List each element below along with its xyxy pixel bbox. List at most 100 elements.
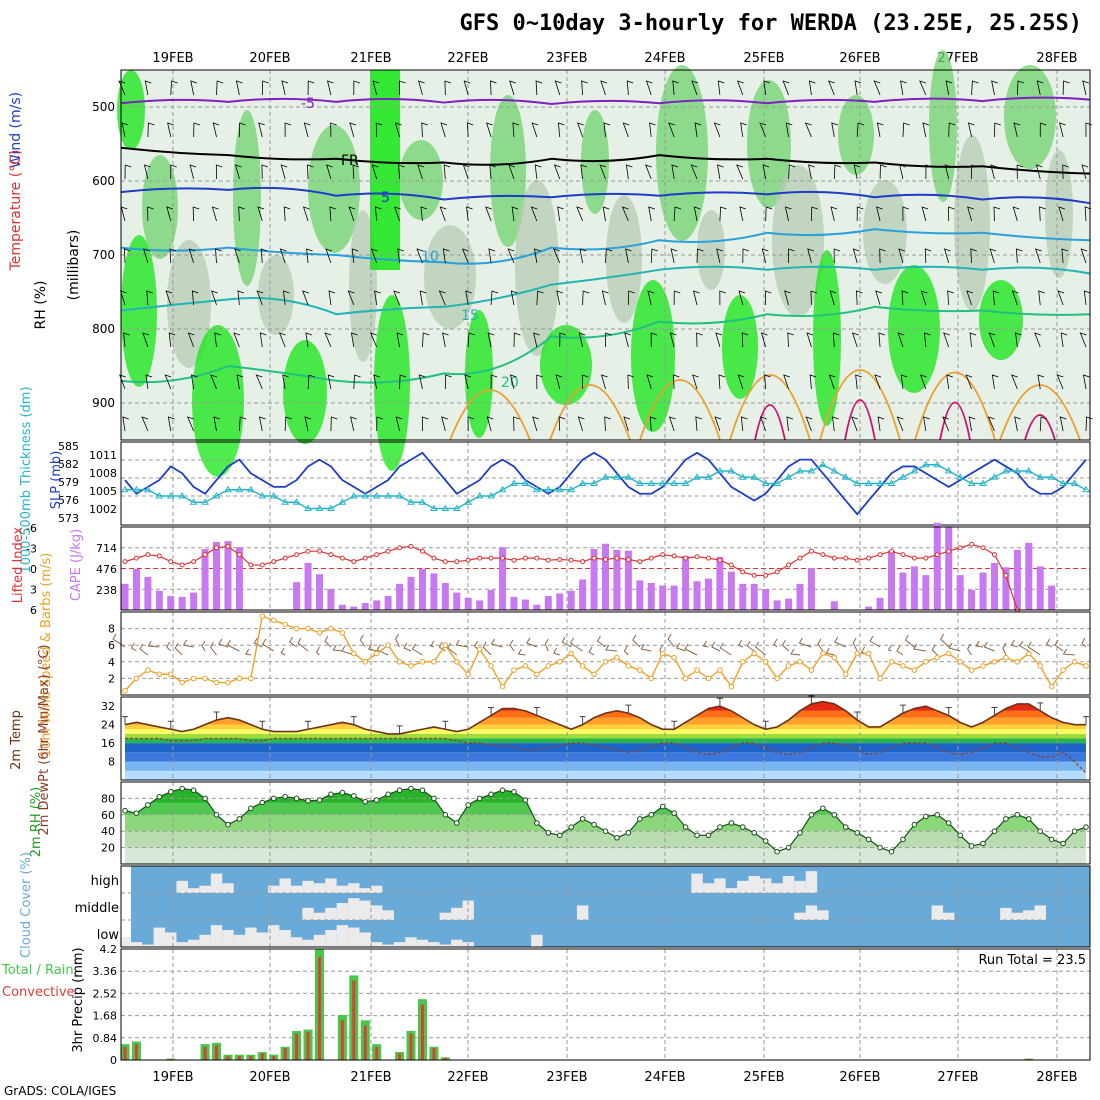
wind-barb <box>879 248 886 264</box>
wind-speed-point <box>911 667 918 673</box>
rh2m-point <box>568 824 574 830</box>
wind-barb <box>418 80 425 96</box>
rh2m-point <box>591 821 597 828</box>
wind-barb <box>444 374 452 390</box>
thickness-point <box>178 492 187 499</box>
thickness-point <box>613 473 621 480</box>
wind-barb <box>988 332 996 348</box>
wind-barb <box>142 332 150 348</box>
wind-barb <box>877 416 885 432</box>
wind-barb <box>350 416 357 432</box>
precip-conv-bar <box>409 1033 413 1060</box>
li-point <box>259 562 265 568</box>
top-date-28feb: 28FEB <box>1036 51 1077 66</box>
wind-barb <box>164 374 172 390</box>
cape-bar <box>888 550 896 610</box>
label-millibars: (millibars) <box>66 230 82 301</box>
li-point <box>156 553 162 559</box>
wind-barb <box>787 332 794 348</box>
wind-barb <box>947 290 954 306</box>
cape-bar <box>773 600 781 610</box>
wind-speed-point <box>591 671 597 678</box>
wind-speed-point <box>865 650 872 657</box>
wind-barb <box>210 290 218 306</box>
rh2m-point <box>499 787 506 794</box>
thickness-point <box>361 492 370 499</box>
surface-wind-barb <box>825 647 835 656</box>
wind-barb <box>627 290 635 306</box>
wind-barb <box>188 248 196 264</box>
wind-barb <box>1039 416 1048 432</box>
bottom-date-24feb: 24FEB <box>644 1070 685 1085</box>
li-point <box>271 559 277 565</box>
temp-minmax-bar <box>991 706 998 716</box>
wind-barb <box>898 248 906 264</box>
rh2m-point <box>705 832 712 839</box>
wind-barb <box>398 164 405 180</box>
wind-barb <box>1035 164 1043 180</box>
isotherm-25 <box>449 389 531 441</box>
cloud-cell-middle <box>336 902 349 920</box>
wind-barb <box>603 122 611 138</box>
thickness-point <box>784 473 793 480</box>
wind-barb <box>442 248 450 264</box>
li-point <box>442 559 448 565</box>
li-point <box>282 555 288 561</box>
wind-barb <box>696 332 703 348</box>
wind-barb <box>717 80 725 96</box>
wind-barb <box>305 332 312 348</box>
li-point <box>763 572 769 578</box>
wind-barb <box>581 374 589 390</box>
cloud-cell-low <box>531 934 543 947</box>
surface-wind-barb <box>403 642 412 652</box>
wind-barb <box>649 416 657 432</box>
wind-barb <box>373 374 380 390</box>
rh2m-point <box>373 797 380 803</box>
wind-barb <box>760 332 768 348</box>
rh2m-point <box>316 797 323 803</box>
surface-wind-barb <box>367 643 377 652</box>
wind-speed-point <box>980 663 986 669</box>
temp-band <box>125 724 1086 730</box>
li-point <box>408 543 414 549</box>
surface-wind-barb <box>490 638 503 648</box>
wind-barb <box>902 122 910 138</box>
wind-barb <box>876 206 883 222</box>
cape-bar <box>373 600 381 610</box>
wind-barb <box>167 122 174 138</box>
cape-bar <box>144 576 152 610</box>
wind-barb <box>942 416 950 432</box>
wind-barb <box>351 248 359 264</box>
wind-barb <box>602 206 610 222</box>
rh-blob <box>308 125 360 253</box>
wind-speed-point <box>442 642 449 649</box>
wind-barb <box>260 248 268 264</box>
pressure-tick-label: 600 <box>92 174 115 188</box>
li-point <box>705 555 711 561</box>
wind-speed-point <box>728 683 735 690</box>
surface-wind-barb <box>798 637 812 648</box>
li-point <box>488 555 494 561</box>
wind-barb <box>235 164 242 180</box>
wind-barb <box>604 416 611 432</box>
thickness-point <box>704 473 713 480</box>
cape-bar <box>327 589 335 610</box>
cloud-cell-middle <box>805 905 818 920</box>
rh2m-point <box>911 821 918 828</box>
wind-barb <box>650 332 658 348</box>
li-point <box>122 559 128 565</box>
thickness-point <box>452 504 461 511</box>
surface-wind-barb <box>781 639 789 652</box>
wind-barb <box>605 248 613 264</box>
cloud-cell-middle <box>439 912 452 920</box>
wind-barb <box>330 416 338 432</box>
surface-wind-barb <box>139 643 149 656</box>
wind-speed-point <box>648 675 655 682</box>
cape-bar <box>544 596 552 610</box>
cape-bar <box>418 569 426 610</box>
thickness-point <box>155 492 164 499</box>
wind-barb <box>944 164 952 180</box>
wind-barb <box>922 122 930 138</box>
surface-wind-barb <box>623 645 629 656</box>
wind-barb <box>1039 122 1047 138</box>
